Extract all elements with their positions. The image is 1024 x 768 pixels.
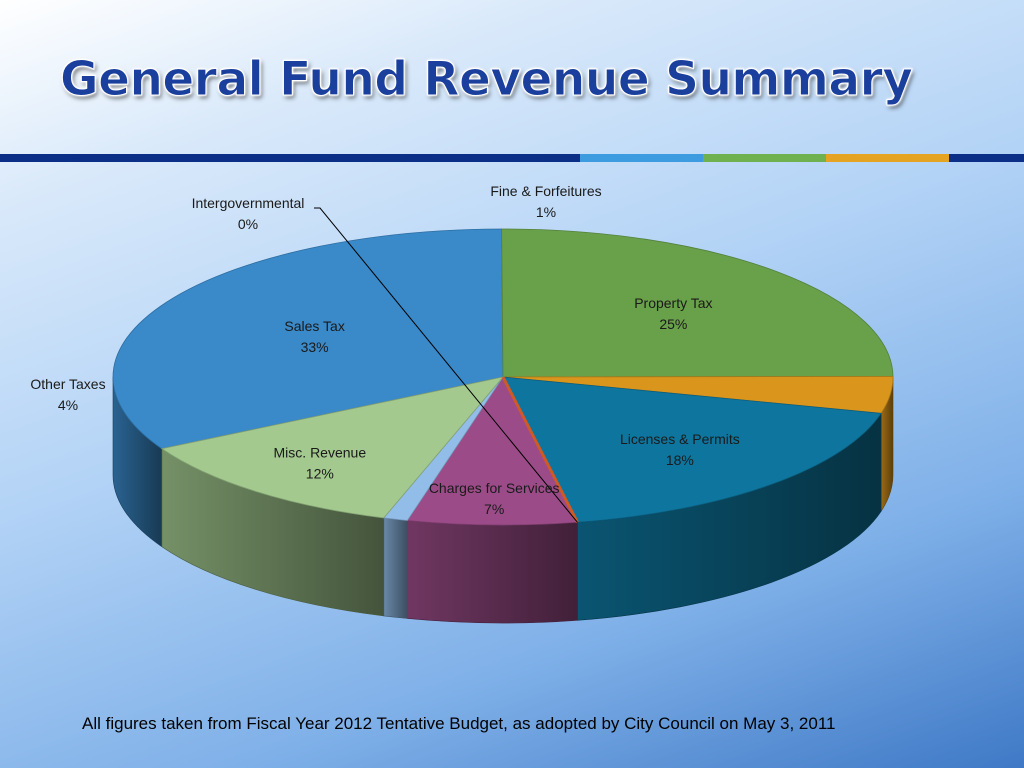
title-divider xyxy=(0,154,1024,162)
pie-slice-property-tax xyxy=(501,228,894,378)
label-property-tax: Property Tax xyxy=(634,295,712,311)
value-property-tax: 25% xyxy=(659,316,687,332)
divider-segment-blue xyxy=(580,154,703,162)
pie-slice-licenses-and-permits xyxy=(502,376,882,523)
value-fine-and-forfeitures: 1% xyxy=(536,204,556,220)
pie-slice-misc-revenue xyxy=(160,376,505,519)
label-fine-and-forfeitures: Fine & Forfeitures xyxy=(490,183,601,199)
pie-slice-intergovernmental xyxy=(501,376,579,523)
value-licenses-and-permits: 18% xyxy=(666,452,694,468)
pie-slice-sales-tax xyxy=(112,228,504,450)
value-misc-revenue: 12% xyxy=(306,466,334,482)
divider-segment-navy xyxy=(0,154,580,162)
source-footnote: All figures taken from Fiscal Year 2012 … xyxy=(82,714,836,733)
pie-side-charges-for-services xyxy=(407,520,578,624)
label-misc-revenue: Misc. Revenue xyxy=(274,445,367,461)
pie-side-fine-and-forfeitures xyxy=(383,517,408,619)
pie-side-walls xyxy=(112,376,894,624)
pie-top-faces xyxy=(112,228,894,526)
divider-segment-navy-right xyxy=(949,154,1024,162)
divider-segment-gold xyxy=(826,154,949,162)
slide-title: General Fund Revenue Summary xyxy=(59,52,913,108)
label-sales-tax: Sales Tax xyxy=(284,318,344,334)
intergovernmental-leader-line xyxy=(314,207,578,523)
value-other-taxes: 4% xyxy=(58,397,78,413)
label-other-taxes: Other Taxes xyxy=(30,376,105,392)
value-intergovernmental: 0% xyxy=(238,216,258,232)
label-intergovernmental: Intergovernmental xyxy=(192,195,305,211)
value-sales-tax: 33% xyxy=(301,339,329,355)
divider-segment-green xyxy=(703,154,826,162)
pie-slice-charges-for-services xyxy=(406,376,579,526)
label-licenses-and-permits: Licenses & Permits xyxy=(620,431,740,447)
value-charges-for-services: 7% xyxy=(484,501,504,517)
label-charges-for-services: Charges for Services xyxy=(429,480,560,496)
pie-data-labels: Sales Tax 33% Property Tax 25% Other Taxes 4%… xyxy=(30,183,740,523)
